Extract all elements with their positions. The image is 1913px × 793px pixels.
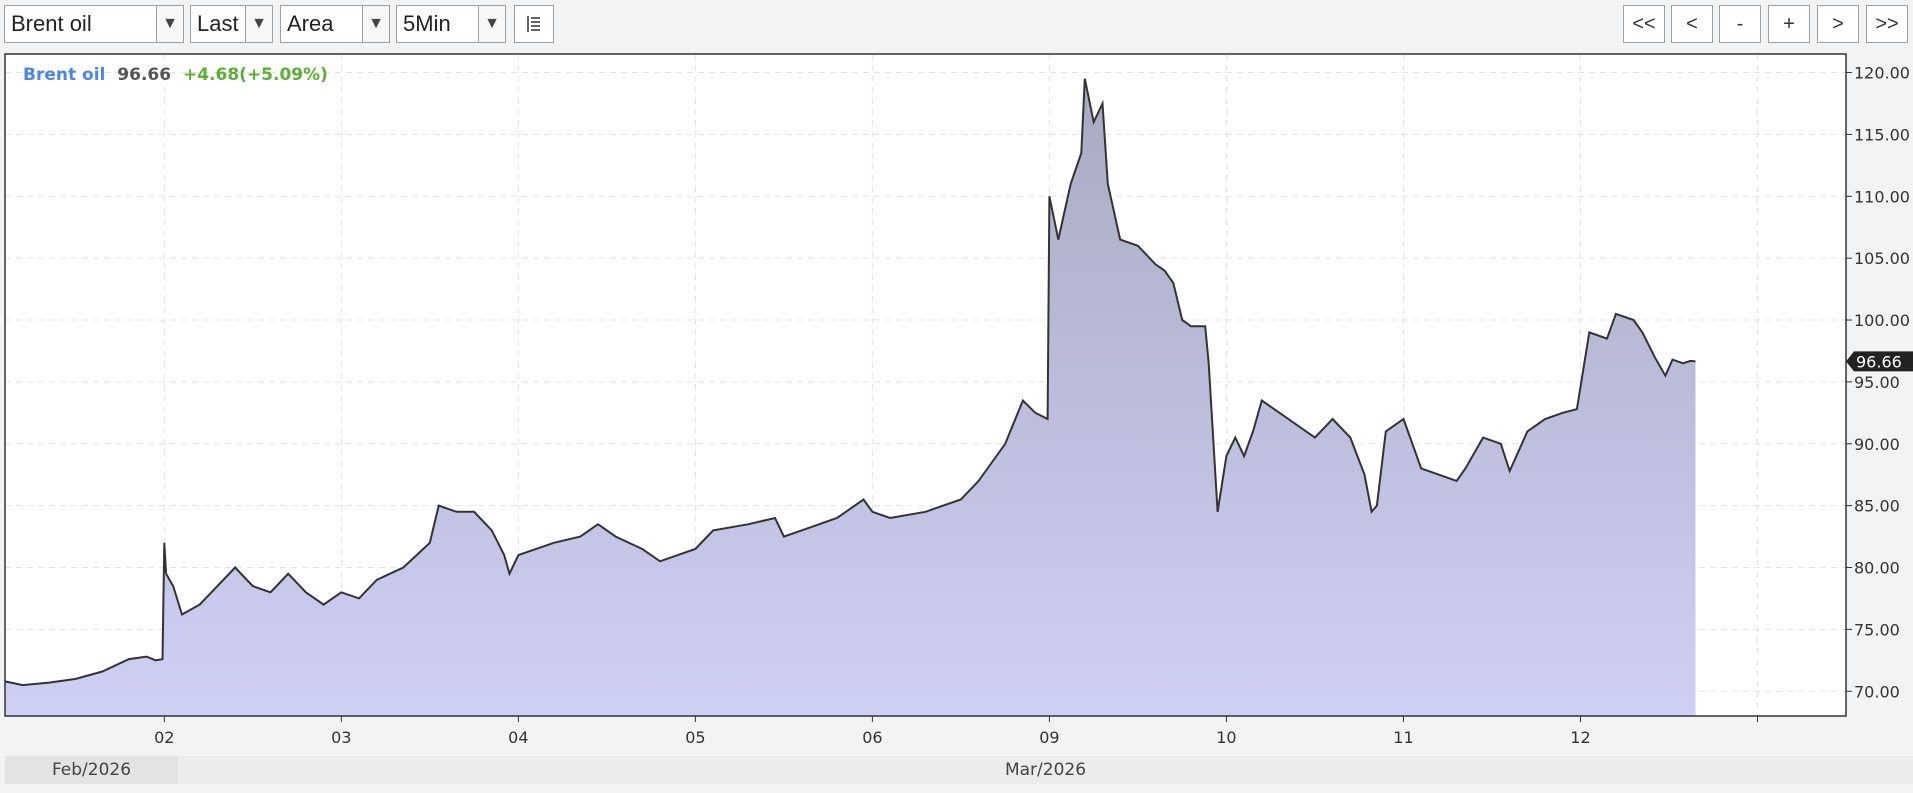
chevron-down-icon[interactable]: ▼ <box>156 6 183 42</box>
chevron-down-icon[interactable]: ▼ <box>245 6 272 42</box>
zoom-out-button[interactable]: - <box>1719 5 1761 43</box>
y-tick-label: 100.00 <box>1854 311 1910 330</box>
y-axis: 70.00 75.00 80.00 85.00 90.00 95.00 100.00 105.… <box>1846 64 1910 701</box>
last-price-label: 96.66 <box>1856 352 1902 371</box>
chart-style-label: Area <box>287 11 334 36</box>
nav-prev-button[interactable]: < <box>1671 5 1713 43</box>
x-tick-label: 03 <box>331 728 351 747</box>
legend-name: Brent oil <box>23 65 105 85</box>
price-area <box>5 78 1696 716</box>
last-price-tag: 96.66 <box>1846 351 1913 372</box>
instrument-select[interactable]: Brent oil ▼ <box>4 5 184 43</box>
chevron-down-icon[interactable]: ▼ <box>478 6 505 42</box>
price-line <box>4 78 1696 687</box>
y-tick-label: 90.00 <box>1854 435 1900 454</box>
chart-style-select[interactable]: Area ▼ <box>280 5 390 43</box>
chevron-down-icon[interactable]: ▼ <box>362 6 389 42</box>
y-tick-label: 95.00 <box>1854 373 1900 392</box>
month-label-feb: Feb/2026 <box>5 756 178 784</box>
y-tick-label: 75.00 <box>1854 620 1900 639</box>
toolbar: Brent oil ▼ Last ▼ Area ▼ 5Min ▼ << < - … <box>0 0 1913 50</box>
last-price-tag-bg <box>1846 351 1913 372</box>
x-tick-label: 12 <box>1570 728 1590 747</box>
y-tick-label: 120.00 <box>1854 64 1910 83</box>
x-axis: 02 03 04 05 06 09 10 11 12 <box>154 716 1758 747</box>
nav-last-button[interactable]: >> <box>1866 5 1908 43</box>
y-tick-label: 70.00 <box>1854 682 1900 701</box>
interval-label: 5Min <box>403 11 451 36</box>
settings-button[interactable] <box>514 5 554 43</box>
month-label-mar: Mar/2026 <box>178 756 1913 784</box>
price-type-select[interactable]: Last ▼ <box>190 5 273 43</box>
instrument-select-label: Brent oil <box>11 11 92 36</box>
nav-next-button[interactable]: > <box>1817 5 1859 43</box>
x-tick-label: 11 <box>1393 728 1413 747</box>
list-icon <box>527 16 540 32</box>
interval-select[interactable]: 5Min ▼ <box>396 5 506 43</box>
legend: Brent oil 96.66 +4.68(+5.09%) <box>23 65 328 85</box>
y-tick-label: 80.00 <box>1854 559 1900 578</box>
legend-change: +4.68(+5.09%) <box>183 65 328 85</box>
x-tick-label: 06 <box>862 728 882 747</box>
price-chart[interactable]: 70.00 75.00 80.00 85.00 90.00 95.00 100.00 105.… <box>0 0 1913 752</box>
price-type-label: Last <box>197 11 239 36</box>
y-tick-label: 85.00 <box>1854 497 1900 516</box>
plot-border <box>4 53 1847 717</box>
nav-first-button[interactable]: << <box>1623 5 1665 43</box>
x-tick-label: 10 <box>1216 728 1236 747</box>
x-tick-label: 09 <box>1039 728 1059 747</box>
y-tick-label: 105.00 <box>1854 249 1910 268</box>
zoom-in-button[interactable]: + <box>1768 5 1810 43</box>
x-tick-label: 05 <box>685 728 705 747</box>
y-tick-label: 110.00 <box>1854 187 1910 206</box>
y-tick-label: 115.00 <box>1854 125 1910 144</box>
x-tick-label: 04 <box>508 728 528 747</box>
x-tick-label: 02 <box>154 728 174 747</box>
legend-last: 96.66 <box>117 65 171 85</box>
